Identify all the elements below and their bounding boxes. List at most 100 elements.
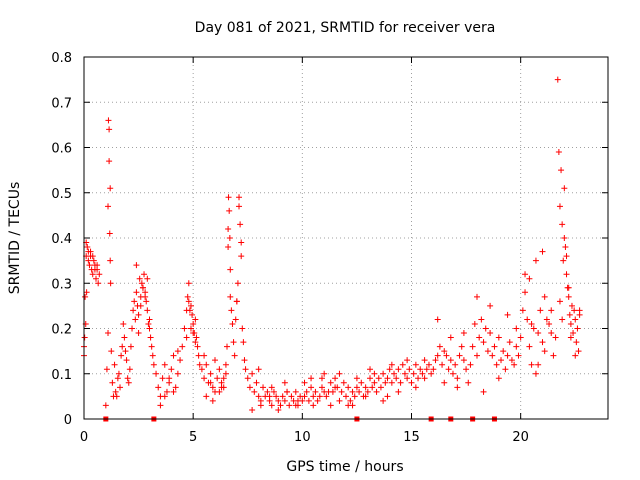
data-point (487, 330, 494, 337)
data-point (327, 402, 334, 409)
data-point (107, 185, 114, 192)
data-point (382, 379, 389, 386)
data-point (469, 343, 476, 350)
y-tick-label: 0.3 (51, 277, 72, 292)
data-point (546, 320, 553, 327)
data-point (203, 393, 210, 400)
data-point (406, 366, 413, 373)
data-point (445, 366, 452, 373)
data-point (456, 352, 463, 359)
data-point (572, 316, 579, 323)
data-point (535, 361, 542, 368)
data-point (556, 203, 563, 210)
data-point (329, 388, 336, 395)
x-axis-label: GPS time / hours (286, 459, 403, 475)
data-point (305, 397, 312, 404)
data-point (236, 194, 243, 201)
data-point (292, 402, 299, 409)
data-point (170, 352, 177, 359)
data-point (139, 284, 146, 291)
data-point (404, 357, 411, 364)
data-point (576, 307, 583, 314)
data-point (132, 316, 139, 323)
data-point (91, 262, 98, 269)
data-point (155, 384, 162, 391)
x-tick-label: 0 (80, 430, 88, 445)
data-point (275, 406, 282, 413)
data-point (249, 406, 256, 413)
data-point (353, 384, 360, 391)
data-point (532, 370, 539, 377)
data-point (241, 357, 248, 364)
y-axis-label: SRMTID / TECUs (7, 182, 23, 295)
data-point (89, 271, 96, 278)
data-point (434, 316, 441, 323)
data-point (312, 388, 319, 395)
data-point (412, 384, 419, 391)
data-point (441, 348, 448, 355)
data-point (159, 375, 166, 382)
data-point (434, 352, 441, 359)
data-point (347, 397, 354, 404)
data-point (127, 343, 134, 350)
x-tick-label: 5 (189, 430, 197, 445)
data-point (105, 330, 112, 337)
data-point (170, 388, 177, 395)
x-tick-label: 15 (403, 430, 420, 445)
data-point (528, 320, 535, 327)
data-point (541, 293, 548, 300)
data-point (537, 307, 544, 314)
data-point (226, 235, 233, 241)
data-point (109, 379, 116, 386)
data-point (239, 325, 246, 332)
data-point (310, 402, 317, 409)
data-point (384, 393, 391, 400)
data-point (504, 311, 511, 318)
data-point (184, 293, 191, 300)
data-point (338, 388, 345, 395)
data-point (377, 384, 384, 391)
data-point (225, 194, 232, 201)
data-point (203, 361, 210, 368)
data-point (443, 352, 450, 359)
data-point (395, 366, 402, 373)
data-point (480, 339, 487, 346)
data-point (227, 266, 234, 273)
data-point (281, 379, 288, 386)
data-point (161, 393, 168, 400)
data-point (345, 384, 352, 391)
data-point (286, 402, 293, 409)
data-point (284, 388, 291, 395)
data-point (194, 343, 201, 350)
data-point (522, 271, 529, 278)
data-point (454, 384, 461, 391)
data-point (244, 375, 251, 382)
data-point (118, 352, 125, 359)
data-point (458, 343, 465, 350)
data-point (559, 316, 566, 323)
data-point (115, 370, 122, 377)
data-point (201, 352, 208, 359)
data-point (336, 370, 343, 377)
data-point (279, 393, 286, 400)
data-point (552, 334, 559, 341)
data-point (121, 334, 128, 341)
data-point (362, 384, 369, 391)
data-point (143, 298, 150, 305)
data-point (179, 343, 186, 350)
data-point (375, 375, 382, 382)
data-point (511, 361, 518, 368)
data-point (136, 275, 143, 282)
data-point (189, 311, 196, 318)
data-point (107, 280, 114, 287)
data-point (114, 375, 121, 382)
data-point (236, 203, 243, 210)
data-point (495, 334, 502, 341)
data-point (183, 334, 190, 341)
data-point (86, 262, 93, 269)
data-point (371, 370, 378, 377)
data-point (225, 225, 232, 232)
grid-lines (84, 57, 608, 419)
data-point (369, 384, 376, 391)
